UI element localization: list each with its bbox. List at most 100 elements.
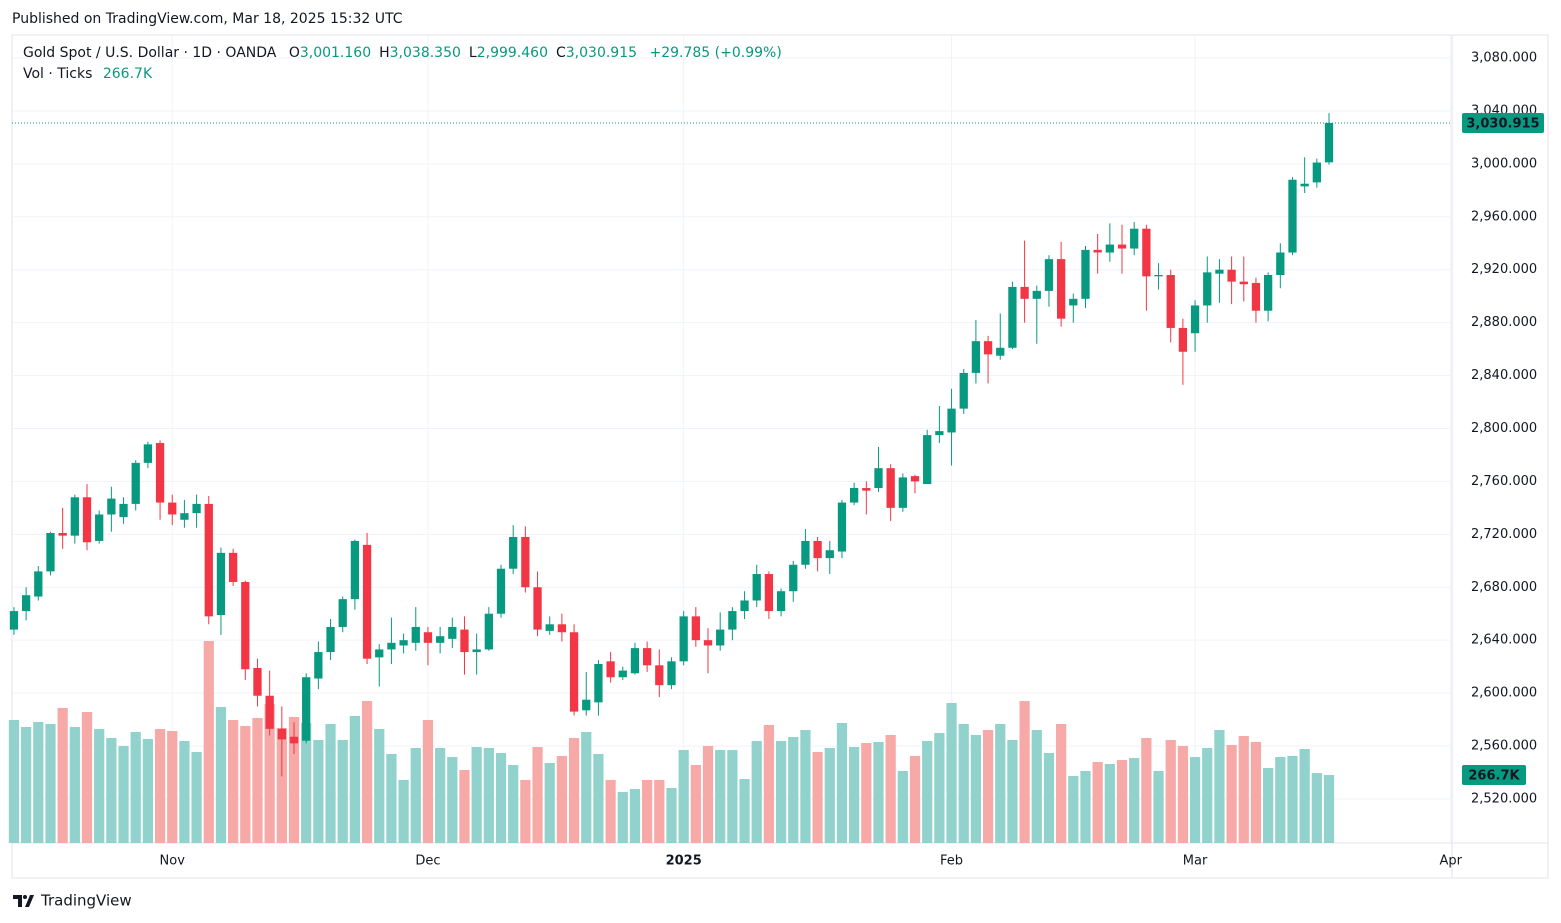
volume-bar [690, 765, 701, 843]
candle-body [703, 640, 713, 646]
volume-bar [1263, 767, 1274, 843]
volume-bar [922, 741, 933, 843]
volume-bar [422, 720, 434, 843]
candle-body [1227, 269, 1236, 282]
volume-bar [763, 724, 775, 843]
volume-bar [191, 752, 202, 843]
candle-body [1105, 244, 1114, 253]
volume-bar [1092, 761, 1103, 843]
volume-bar [581, 732, 592, 843]
volume-bar [1153, 770, 1164, 843]
candle-body [606, 661, 615, 678]
published-note: Published on TradingView.com, Mar 18, 20… [12, 11, 403, 27]
volume-bar [276, 728, 287, 843]
candle-body [496, 568, 506, 614]
volume-bar [970, 734, 982, 843]
candle-body [435, 636, 445, 643]
candle-body [679, 616, 688, 662]
candle-body [155, 443, 165, 503]
x-tick-label: Apr [1440, 854, 1463, 869]
x-tick-label: Feb [940, 854, 963, 869]
volume-bar [1250, 742, 1262, 843]
volume-bar [1080, 770, 1091, 843]
volume-bar [8, 720, 20, 843]
ohlc-field: H3,038.350 [379, 45, 461, 61]
candle-body [1117, 244, 1127, 249]
candle-body [886, 468, 895, 508]
y-tick-label: 2,720.000 [1471, 527, 1537, 542]
field-key: H [379, 45, 390, 61]
volume-bar [1287, 756, 1298, 843]
volume-bar [398, 779, 409, 843]
candle-body [874, 468, 883, 489]
ohlc-fields: O3,001.160 H3,038.350 L2,999.460 C3,030.915 [281, 45, 637, 61]
y-tick-label: 3,000.000 [1471, 156, 1537, 171]
volume-bar [1116, 760, 1128, 843]
candle-body [107, 498, 116, 515]
candle-body [302, 677, 311, 741]
candle-layer [9, 113, 1452, 777]
volume-bar [593, 753, 604, 843]
candle-body [399, 640, 408, 646]
field-value: 3,030.915 [565, 45, 638, 61]
candle-body [362, 544, 372, 659]
candle-body [752, 574, 761, 601]
volume-bar [374, 729, 385, 843]
volume-bar [800, 729, 811, 843]
candle-body [484, 613, 493, 650]
candle-body [923, 435, 932, 485]
field-key: C [555, 45, 566, 61]
volume-bar [520, 779, 531, 843]
volume-bar [885, 734, 896, 843]
candle-body [204, 503, 213, 617]
volume-bar [471, 747, 482, 843]
volume-bar [958, 724, 969, 843]
volume-bar [1129, 757, 1140, 843]
volume-bar [775, 741, 787, 843]
candle-body [1263, 275, 1273, 311]
candle-body [1178, 327, 1188, 352]
candle-body [460, 629, 469, 653]
volume-bar [812, 752, 823, 843]
volume-bar [349, 715, 361, 843]
candle-body [216, 552, 226, 616]
candle-body [691, 616, 700, 641]
candle-body [448, 626, 457, 639]
candle-body [1044, 259, 1054, 291]
candle-body [131, 462, 140, 504]
field-value: 2,999.460 [476, 45, 548, 61]
volume-bar [666, 788, 677, 843]
volume-bar [264, 703, 275, 843]
volume-bar [154, 729, 166, 843]
field-value: 3,038.350 [389, 45, 461, 61]
volume-bar [118, 746, 129, 843]
volume-bar [337, 739, 348, 843]
candle-body [253, 667, 262, 696]
candle-body [740, 600, 749, 612]
y-tick-label: 3,080.000 [1471, 51, 1537, 66]
candle-body [375, 649, 384, 658]
volume-bar [1031, 729, 1042, 843]
field-key: O [288, 45, 300, 61]
candle-body [728, 611, 737, 630]
volume-bar [203, 641, 214, 843]
candle-body [849, 488, 859, 503]
volume-bar [556, 756, 568, 843]
candle-body [423, 632, 433, 643]
candle-body [825, 550, 834, 559]
volume-bar [909, 756, 921, 843]
volume-bar [1299, 748, 1310, 843]
chart-frame [11, 34, 1549, 879]
volume-layer [8, 641, 1335, 843]
candle-body [1276, 252, 1285, 276]
volume-bar [435, 747, 446, 843]
candle-body [1093, 249, 1102, 253]
x-tick-label: Mar [1183, 854, 1208, 869]
candle-body [387, 642, 396, 650]
candle-body [898, 477, 907, 508]
candle-body [1251, 282, 1261, 311]
candle-body [338, 599, 347, 627]
brand-name: TradingView [40, 892, 132, 910]
candle-body [277, 728, 286, 740]
volume-bar [678, 750, 689, 843]
